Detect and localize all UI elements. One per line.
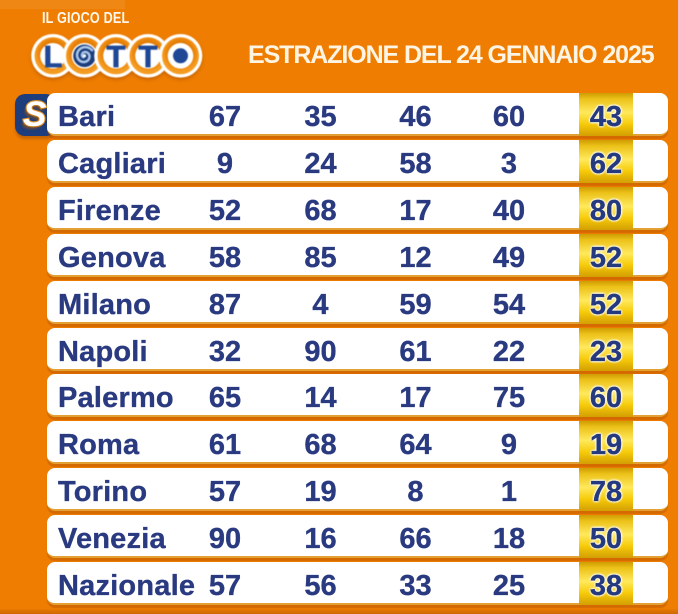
svg-text:L: L xyxy=(44,39,63,74)
svg-text:T: T xyxy=(107,39,126,74)
svg-text:T: T xyxy=(139,39,158,74)
